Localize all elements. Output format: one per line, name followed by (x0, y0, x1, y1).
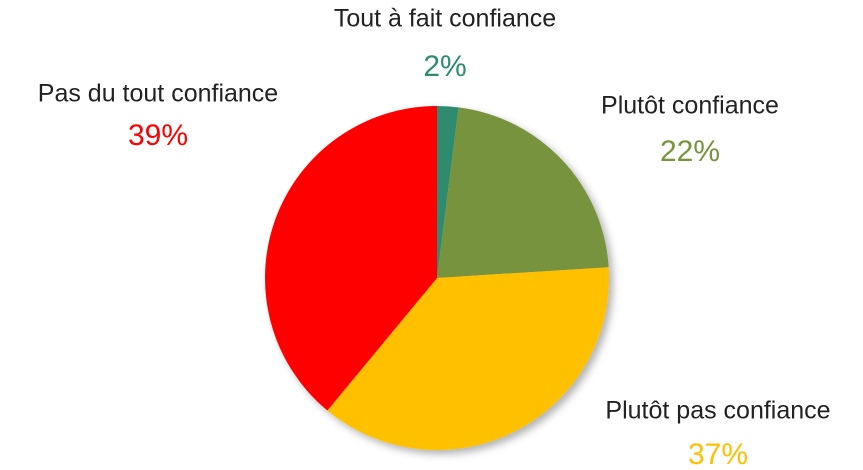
category-label: Plutôt pas confiance (605, 397, 830, 425)
category-label: Tout à fait confiance (334, 5, 556, 33)
pie-slice (327, 267, 609, 451)
category-label: Plutôt confiance (601, 92, 779, 120)
category-label: Pas du tout confiance (38, 80, 278, 108)
value-label: 2% (423, 50, 466, 83)
pie-slice (265, 106, 437, 411)
value-label: 39% (128, 119, 188, 152)
value-label: 22% (660, 135, 720, 168)
pie-slice (437, 106, 459, 278)
pie (265, 106, 609, 451)
pie-slice (437, 107, 609, 279)
value-label: 37% (688, 438, 748, 470)
